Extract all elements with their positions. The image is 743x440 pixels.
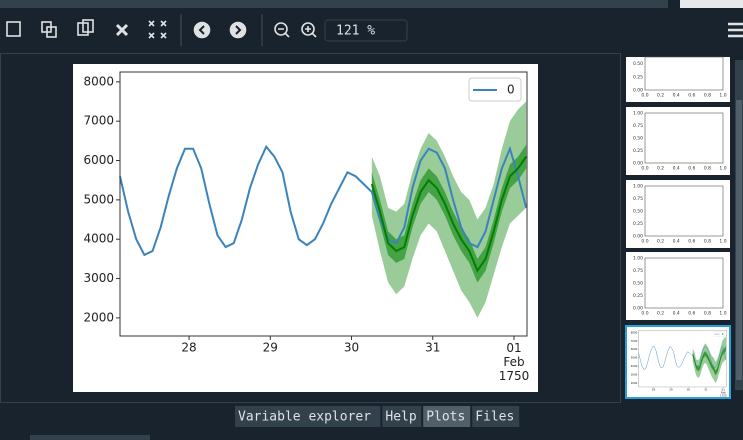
thumbnail-x-label: 0.6 (688, 239, 695, 245)
save-icon[interactable] (6, 21, 21, 37)
top-widget (680, 0, 743, 8)
y-tick-label: 2000 (83, 310, 114, 324)
thumbnail-x-label: 0.6 (688, 166, 695, 172)
thumbnail-x-label: 1.0 (719, 166, 726, 172)
top-strip (0, 0, 668, 8)
x-tick-label: 01 Feb 1750 (499, 341, 530, 383)
thumbnail-x-label: 0.6 (688, 93, 695, 99)
thumbnail-x-label: 0.0 (641, 166, 648, 172)
thumbnail-y-label: 0.50 (633, 136, 643, 142)
tab-label: Files (475, 410, 514, 425)
status-bar (0, 430, 743, 440)
thumbnail-y-label: 0.50 (633, 61, 643, 67)
previous-icon[interactable] (193, 21, 211, 39)
thumbnail-x-label: 0.0 (641, 239, 648, 245)
x-tick-label: 31 (425, 341, 440, 355)
thumbnail-y-label: 0.00 (633, 234, 643, 240)
y-tick-label: 3000 (83, 271, 114, 285)
zoom-out-icon[interactable] (274, 22, 288, 36)
tab-label: Variable explorer (238, 410, 371, 425)
thumbnail-y-label: 0.75 (633, 123, 643, 129)
save-all-icon-2 (46, 26, 57, 38)
y-tick-label: 8000 (83, 74, 114, 88)
thumbnail-x-label: 1.0 (719, 311, 726, 317)
thumbnail-x-label: 0.2 (657, 166, 664, 172)
thumbnail-y-label: 0.75 (633, 196, 643, 202)
thumbnail-x-label: 0.4 (673, 311, 680, 317)
remove-icon[interactable] (115, 23, 129, 37)
thumbnail-y-label: 0.25 (633, 148, 643, 154)
thumbnail-axes (644, 112, 724, 164)
thumbnail-x-label: 0.8 (704, 93, 711, 99)
thumbnail-x-label: 0.2 (657, 93, 664, 99)
series-line (119, 144, 528, 257)
thumbnail-x-label: 1.0 (719, 239, 726, 245)
thumbnail-x-label: 0.2 (657, 239, 664, 245)
thumbnail-x-label: 0.4 (673, 239, 680, 245)
thumbnail[interactable] (626, 252, 730, 320)
tab[interactable] (472, 406, 520, 427)
thumbnail[interactable] (626, 107, 730, 175)
thumbnail-x-label: 0.0 (641, 93, 648, 99)
thumbnail-y-label: 0.25 (633, 221, 643, 227)
copy-icon-2 (82, 19, 94, 33)
thumbnail[interactable] (626, 57, 730, 102)
y-tick-label: 5000 (83, 192, 114, 206)
remove-all-icon[interactable] (148, 20, 167, 39)
thumbnails: 0.500.250.000.0 0.2 0.4 0.6 0.8 1.01.000.750.… (626, 56, 730, 320)
thumbnail-axes (644, 185, 724, 237)
scrollbar-handle[interactable] (736, 100, 742, 380)
bottom-scroll (30, 435, 150, 440)
tab-bar: Variable explorer Help Plots Files (235, 406, 520, 427)
forecast-line (370, 156, 528, 273)
thumbnail-x-label: 0.8 (704, 166, 711, 172)
thumbnail-x-label: 0.6 (688, 311, 695, 317)
thumbnail-x-label: 0.0 (641, 311, 648, 317)
zoom-box[interactable] (324, 19, 408, 42)
thumbnail-x-label: 0.8 (704, 239, 711, 245)
thumbnail-x-label: 1.0 (719, 93, 726, 99)
x-tick-label: 28 (181, 341, 196, 355)
options-menu[interactable] (728, 22, 743, 38)
tab-label: Help (385, 410, 416, 425)
thumbnail-y-label: 0.00 (633, 88, 643, 94)
thumbnail-y-label: 0.25 (633, 293, 643, 299)
x-tick-label: 30 (344, 341, 359, 355)
y-tick-label: 6000 (83, 153, 114, 167)
axes-frame (119, 71, 528, 337)
thumbnail-axes (644, 257, 724, 309)
tab[interactable] (235, 406, 381, 427)
thumbnail-x-label: 0.2 (657, 311, 664, 317)
y-tick-label: 4000 (83, 232, 114, 246)
plot: 2000 3000 4000 5000 6000 7000 8000 28 29 30 31 01 Fe… (83, 71, 530, 383)
tab[interactable] (423, 406, 471, 427)
next-icon[interactable] (229, 21, 247, 39)
thumbnail-x-label: 0.4 (673, 166, 680, 172)
x-tick-label: 29 (263, 341, 278, 355)
toolbar (6, 14, 743, 46)
tab[interactable] (382, 406, 422, 427)
thumbnail-y-label: 0.00 (633, 306, 643, 312)
y-tick-label: 7000 (83, 114, 114, 128)
thumbnail-y-label: 0.50 (633, 209, 643, 215)
thumbnail-y-label: 0.25 (633, 74, 643, 80)
thumbnail-y-label: 1.00 (633, 256, 643, 262)
thumbnail-y-label: 0.00 (633, 161, 643, 167)
thumbnail-y-label: 1.00 (633, 111, 643, 117)
thumbnail[interactable] (626, 180, 730, 248)
thumbnail-y-label: 1.00 (633, 184, 643, 190)
tab-label: Plots (426, 410, 465, 425)
thumbnail-y-label: 0.75 (633, 268, 643, 274)
thumbnail-x-label: 0.4 (673, 93, 680, 99)
zoom-in-icon[interactable] (301, 22, 315, 36)
thumbnail-x-label: 0.8 (704, 311, 711, 317)
zoom-value: 121 % (336, 24, 375, 39)
thumbnail-y-label: 0.50 (633, 281, 643, 287)
legend-label: 0 (507, 83, 515, 97)
thumbnail-axes (644, 56, 724, 91)
